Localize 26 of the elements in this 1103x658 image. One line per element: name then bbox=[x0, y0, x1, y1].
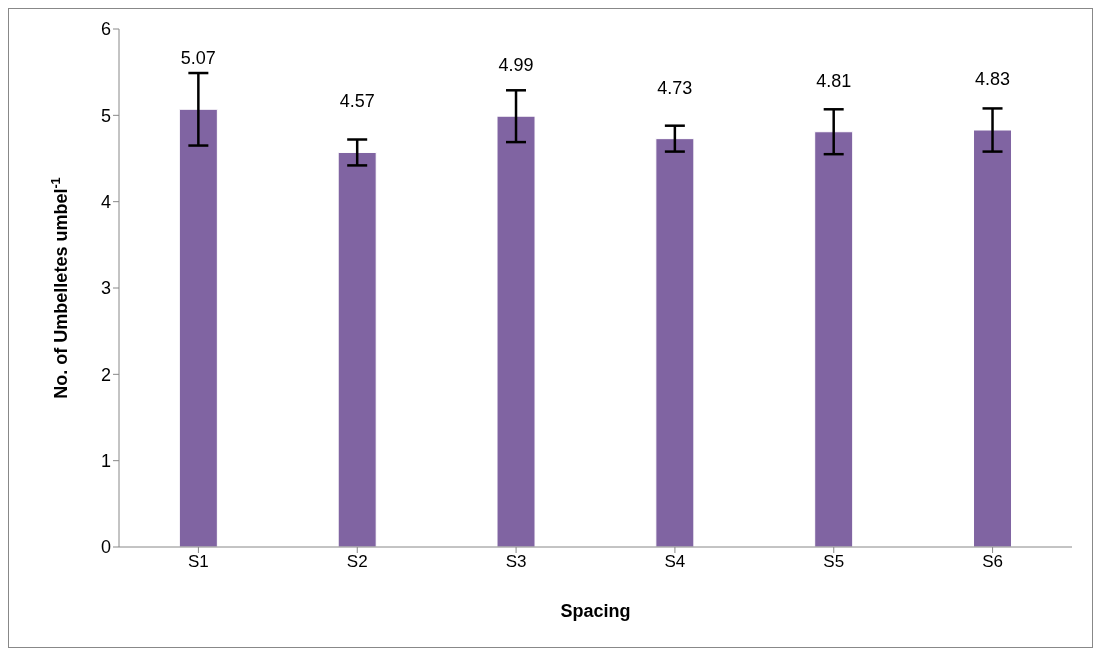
y-tick-label: 4 bbox=[100, 192, 111, 213]
data-label: 4.57 bbox=[339, 91, 375, 112]
y-tick-label: 0 bbox=[100, 537, 111, 558]
x-axis-title: Spacing bbox=[560, 601, 631, 621]
bar bbox=[973, 129, 1013, 547]
bar bbox=[496, 115, 536, 547]
data-label: 4.73 bbox=[657, 77, 693, 98]
data-label: 4.83 bbox=[975, 69, 1011, 90]
data-label: 5.07 bbox=[180, 48, 216, 69]
y-tick-label: 3 bbox=[100, 278, 111, 299]
y-tick-label: 5 bbox=[100, 105, 111, 126]
bar bbox=[814, 131, 854, 547]
x-tick-label: S4 bbox=[664, 552, 686, 572]
x-tick-label: S2 bbox=[346, 552, 368, 572]
data-label: 4.81 bbox=[816, 70, 852, 91]
bar bbox=[655, 138, 695, 547]
x-tick-label: S3 bbox=[505, 552, 527, 572]
y-tick-label: 6 bbox=[100, 19, 111, 40]
y-tick-label: 1 bbox=[100, 451, 111, 472]
bar bbox=[337, 151, 377, 547]
x-tick-label: S6 bbox=[982, 552, 1003, 572]
y-tick-label: 2 bbox=[100, 364, 111, 385]
data-label: 4.99 bbox=[498, 55, 534, 76]
x-tick-label: S1 bbox=[188, 552, 209, 572]
x-tick-label: S5 bbox=[823, 552, 845, 572]
bar bbox=[178, 108, 218, 547]
